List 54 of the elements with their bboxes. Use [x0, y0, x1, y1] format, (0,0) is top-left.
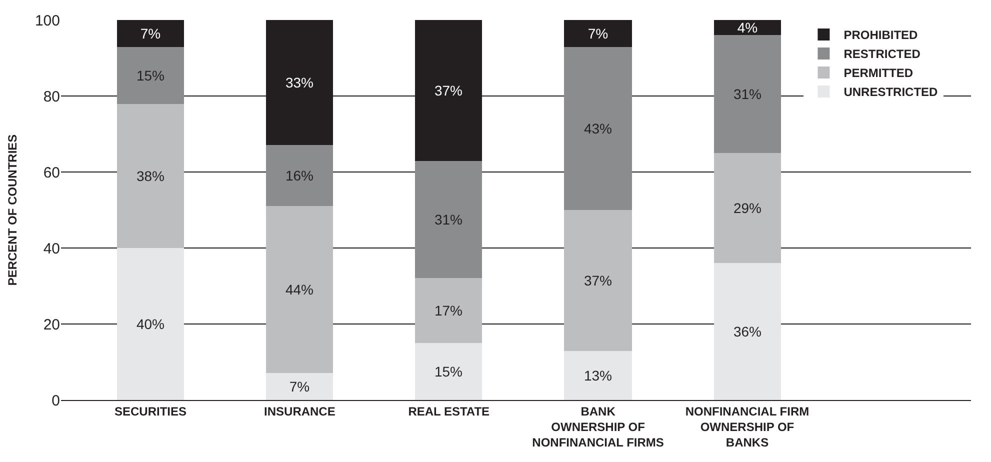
bar	[117, 248, 184, 400]
bar	[564, 20, 632, 47]
data-label: 7%	[588, 26, 608, 42]
data-label: 40%	[136, 316, 165, 332]
bar	[714, 153, 781, 263]
bar	[564, 351, 632, 400]
data-label: 29%	[733, 200, 762, 216]
data-label: 15%	[136, 68, 165, 84]
data-label: 31%	[733, 86, 762, 102]
bar	[266, 206, 333, 373]
y-tick-label: 20	[43, 316, 60, 334]
bar	[415, 343, 482, 400]
data-label: 44%	[285, 282, 314, 298]
data-label: 13%	[584, 368, 612, 384]
y-axis-title: PERCENT OF COUNTRIES	[5, 134, 20, 286]
bar	[117, 20, 184, 47]
data-label: 7%	[140, 26, 161, 42]
legend-label: RESTRICTED	[844, 47, 921, 62]
data-label: 31%	[434, 212, 463, 228]
legend-label: UNRESTRICTED	[844, 85, 938, 100]
y-tick-label: 60	[43, 164, 60, 182]
x-tick-label: REAL ESTATE	[408, 404, 490, 418]
data-label: 38%	[136, 168, 165, 184]
data-label: 37%	[434, 82, 463, 98]
bar	[714, 263, 781, 400]
bar	[117, 47, 184, 104]
data-label: 16%	[285, 168, 314, 184]
data-label: 33%	[285, 74, 314, 90]
data-label: 7%	[289, 378, 310, 394]
data-label: 17%	[434, 302, 463, 318]
y-tick-label: 0	[52, 392, 60, 410]
bar	[266, 145, 333, 206]
bar	[117, 104, 184, 248]
data-label: 4%	[737, 20, 758, 36]
bar	[564, 47, 632, 210]
bar	[714, 35, 781, 153]
y-tick-label: 40	[43, 240, 60, 258]
data-label: 37%	[584, 272, 612, 288]
data-label: 15%	[434, 364, 463, 380]
x-tick-label: INSURANCE	[264, 404, 336, 418]
bar	[415, 161, 482, 278]
legend-label: PROHIBITED	[844, 28, 918, 42]
legend-label: PERMITTED	[844, 66, 914, 80]
y-tick-label: 80	[43, 88, 60, 106]
data-label: 36%	[733, 324, 762, 340]
bar	[714, 20, 781, 35]
x-tick-label: BANK OWNERSHIP OF NONFINANCIAL FIRMS	[532, 404, 664, 450]
x-tick-label: SECURITIES	[114, 404, 187, 418]
bar	[564, 210, 632, 351]
x-tick-label: NONFINANCIAL FIRM OWNERSHIP OF BANKS	[685, 404, 810, 450]
bar	[266, 373, 333, 400]
bar	[415, 278, 482, 343]
y-tick-label: 100	[34, 12, 60, 30]
data-label: 43%	[584, 120, 612, 136]
